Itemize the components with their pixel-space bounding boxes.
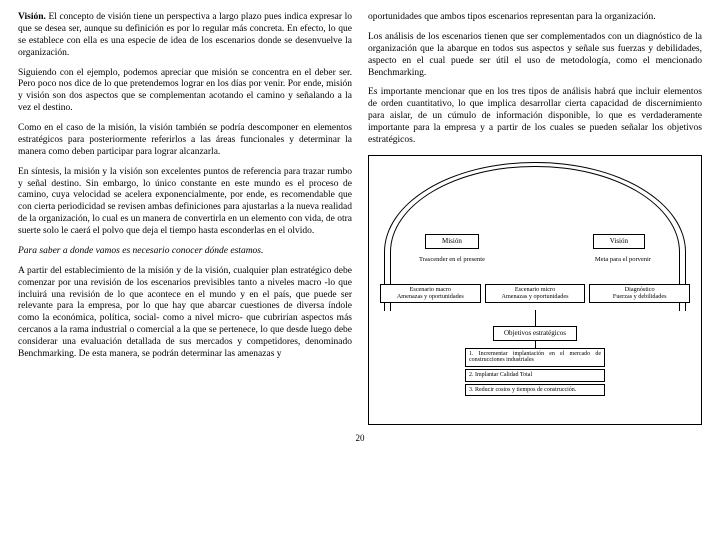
three-boxes: Escenario macro Amenazas y oportunidades… (380, 284, 690, 304)
mv-row: Misión Visión (425, 234, 645, 249)
vision-box: Visión (593, 234, 645, 249)
obj-3: 3. Reducir costos y tiempos de construcc… (465, 384, 605, 397)
strategy-diagram: Misión Visión Trascender en el presente … (368, 155, 702, 425)
para-r3: Es importante mencionar que en los tres … (368, 87, 702, 146)
para-vision: Visión. El concepto de visión tiene un p… (18, 12, 352, 60)
sub-right: Meta para el porvenir (595, 256, 651, 264)
mision-box: Misión (425, 234, 479, 249)
conn-line (535, 310, 536, 326)
box-diag: Diagnóstico Fuerzas y debilidades (589, 284, 690, 304)
para-6: A partir del establecimiento de la misió… (18, 266, 352, 361)
para-r2: Los análisis de los escenarios tienen qu… (368, 32, 702, 80)
obj-title: Objetivos estratégicos (493, 326, 577, 341)
para-4: En síntesis, la misión y la visión son e… (18, 167, 352, 238)
para-5-italic: Para saber a donde vamos es necesario co… (18, 246, 352, 258)
para-3: Como en el caso de la misión, la visión … (18, 123, 352, 159)
sub-left: Trascender en el presente (419, 256, 485, 264)
left-column: Visión. El concepto de visión tiene un p… (18, 12, 352, 425)
para-r1: oportunidades que ambos tipos escenarios… (368, 12, 702, 24)
vision-label: Visión. (18, 12, 46, 22)
page-number: 20 (18, 433, 702, 444)
obj-2: 2. Implantar Calidad Total (465, 369, 605, 382)
right-column: oportunidades que ambos tipos escenarios… (368, 12, 702, 425)
box-micro: Escenario micro Amenazas y oportunidades (485, 284, 586, 304)
conn-line2 (535, 340, 536, 348)
sub-row: Trascender en el presente Meta para el p… (419, 256, 651, 264)
obj-1: 1. Incrementar implantación en el mercad… (465, 348, 605, 367)
obj-list: 1. Incrementar implantación en el mercad… (465, 348, 605, 398)
box-macro: Escenario macro Amenazas y oportunidades (380, 284, 481, 304)
para-2: Siguiendo con el ejemplo, podemos apreci… (18, 68, 352, 116)
